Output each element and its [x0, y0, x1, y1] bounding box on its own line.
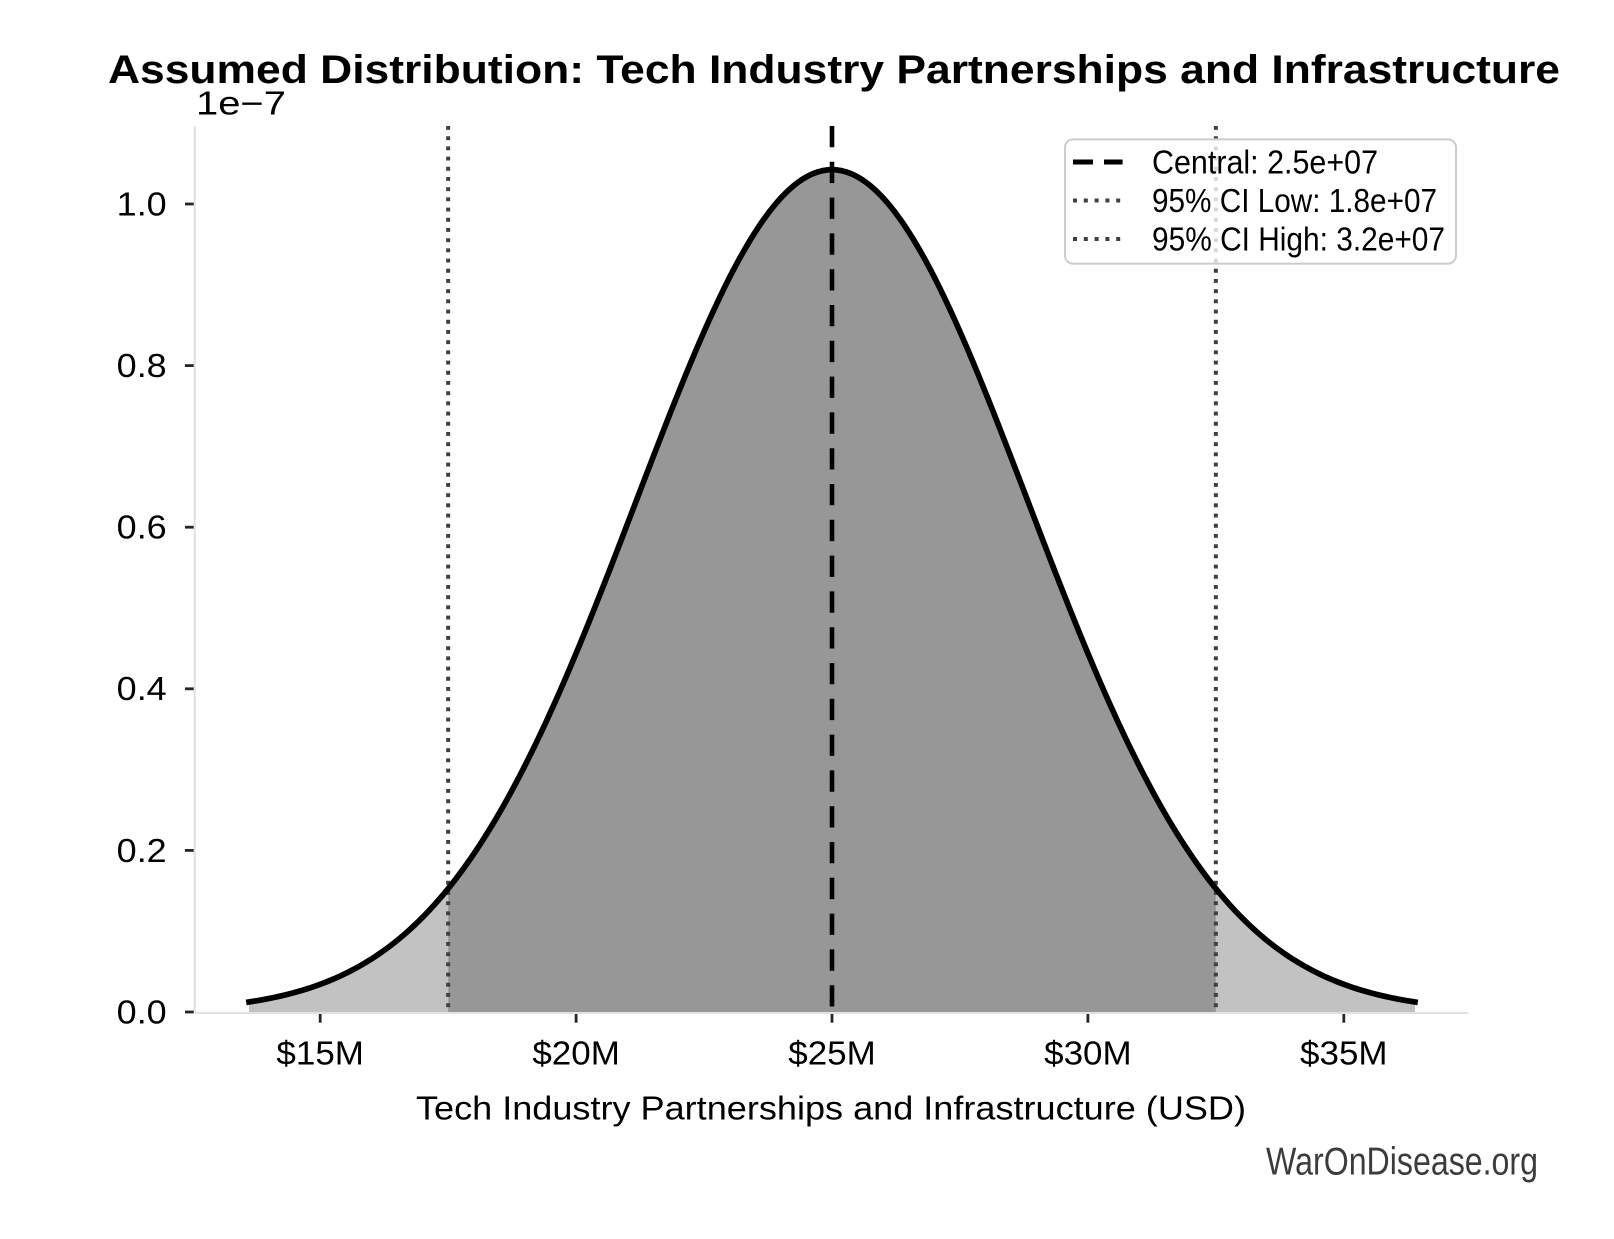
svg-text:0.8: 0.8 [117, 347, 167, 384]
svg-text:0.0: 0.0 [117, 993, 167, 1030]
svg-text:0.4: 0.4 [117, 670, 167, 707]
svg-text:95% CI Low: 1.8e+07: 95% CI Low: 1.8e+07 [1152, 182, 1437, 219]
svg-text:0.6: 0.6 [117, 509, 167, 546]
svg-text:$20M: $20M [532, 1034, 620, 1071]
svg-text:95% CI High: 3.2e+07: 95% CI High: 3.2e+07 [1152, 220, 1445, 257]
svg-text:$25M: $25M [788, 1034, 876, 1071]
svg-text:Assumed Distribution: Tech Ind: Assumed Distribution: Tech Industry Part… [108, 48, 1560, 92]
svg-text:0.2: 0.2 [117, 832, 167, 869]
svg-text:$35M: $35M [1300, 1034, 1388, 1071]
svg-text:Central: 2.5e+07: Central: 2.5e+07 [1152, 143, 1378, 180]
svg-text:Tech Industry Partnerships and: Tech Industry Partnerships and Infrastru… [416, 1089, 1246, 1126]
svg-text:$15M: $15M [276, 1034, 364, 1071]
svg-text:1e−7: 1e−7 [196, 85, 286, 122]
svg-text:WarOnDisease.org: WarOnDisease.org [1266, 1141, 1538, 1184]
svg-text:$30M: $30M [1044, 1034, 1132, 1071]
svg-text:1.0: 1.0 [117, 185, 167, 222]
